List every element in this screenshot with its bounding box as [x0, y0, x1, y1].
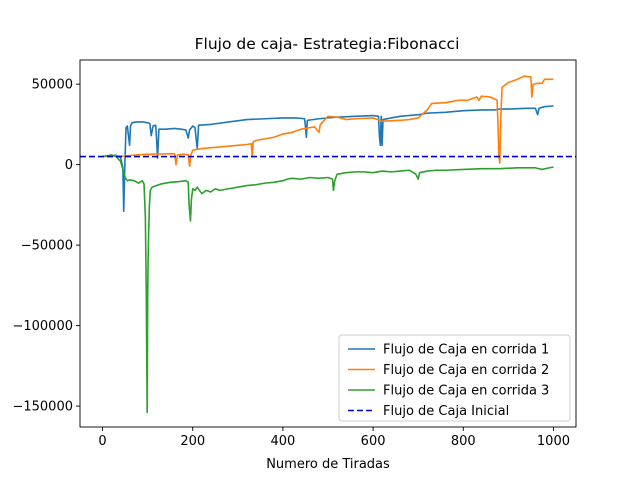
y-tick-label: 50000 [32, 78, 73, 93]
x-tick-label: 1000 [537, 434, 570, 449]
x-axis-label: Numero de Tiradas [266, 457, 390, 472]
y-tick-label: 0 [65, 158, 73, 173]
legend-label-3: Flujo de Caja en corrida 3 [383, 384, 549, 399]
y-tick-label: −50000 [21, 239, 73, 254]
series-line-2 [102, 75, 554, 168]
legend-label-1: Flujo de Caja en corrida 1 [383, 343, 549, 358]
legend-label-4: Flujo de Caja Inicial [383, 404, 509, 419]
series-line-1 [102, 105, 554, 213]
x-tick-label: 600 [361, 434, 386, 449]
x-tick-label: 0 [98, 434, 106, 449]
legend-label-2: Flujo de Caja en corrida 2 [383, 363, 549, 378]
x-tick-label: 800 [451, 434, 476, 449]
plot-series [80, 75, 576, 414]
axes: 0 200 400 600 800 1000 50000 0 −50000 −100000 −150… [12, 59, 577, 449]
x-tick-label: 400 [270, 434, 295, 449]
legend: Flujo de Caja en corrida 1 Flujo de Caja … [338, 334, 571, 422]
x-tick-label: 200 [180, 434, 205, 449]
plot-frame [79, 59, 577, 428]
legend-box [338, 334, 571, 422]
series-line-3 [102, 154, 554, 414]
y-tick-label: −100000 [12, 319, 73, 334]
chart-title: Flujo de caja- Estrategia:Fibonacci [195, 35, 460, 53]
y-tick-label: −150000 [12, 400, 73, 415]
